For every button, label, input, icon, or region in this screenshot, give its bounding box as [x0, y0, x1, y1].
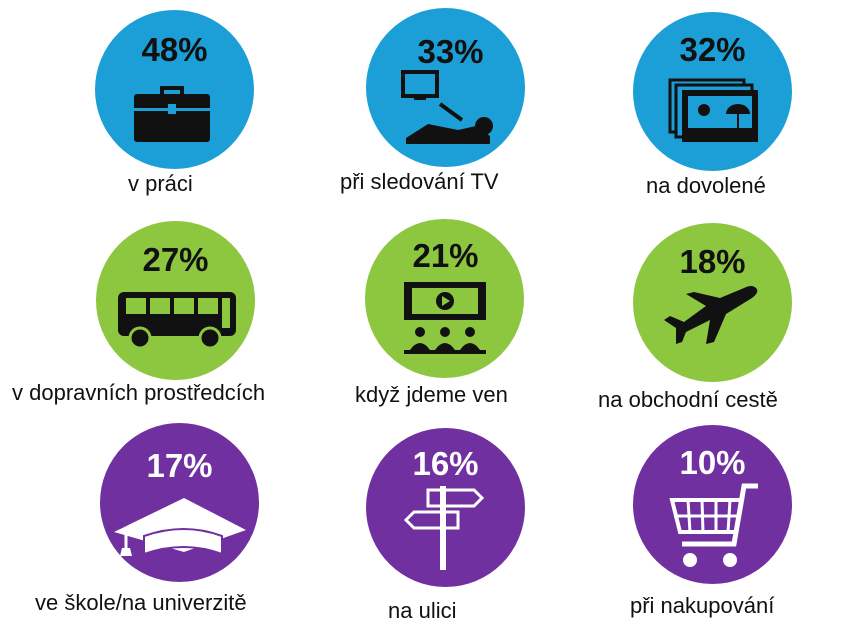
pct-tv: 33% — [417, 33, 484, 70]
label-transport: v dopravních prostředcích — [12, 380, 266, 405]
signpost-icon — [404, 486, 484, 570]
pct-vacation: 32% — [679, 31, 746, 68]
label-school: ve škole/na univerzitě — [35, 590, 247, 615]
pct-school: 17% — [146, 447, 213, 484]
bus-icon — [118, 292, 236, 350]
graduation-cap-icon — [114, 498, 246, 556]
label-business-trip: na obchodní cestě — [598, 387, 778, 412]
tv-watching-icon — [401, 70, 493, 144]
circle-shopping — [633, 425, 792, 584]
pct-business-trip: 18% — [679, 243, 746, 280]
airplane-icon — [664, 286, 758, 344]
pct-work: 48% — [141, 31, 208, 68]
pct-transport: 27% — [142, 241, 209, 278]
label-going-out: když jdeme ven — [355, 382, 508, 407]
shopping-cart-icon — [669, 483, 758, 567]
label-vacation: na dovolené — [646, 173, 766, 198]
pct-going-out: 21% — [412, 237, 479, 274]
pct-street: 16% — [412, 445, 479, 482]
briefcase-icon — [134, 86, 210, 142]
label-tv: při sledování TV — [340, 169, 499, 194]
cinema-icon — [404, 282, 486, 354]
label-shopping: při nakupování — [630, 593, 775, 618]
vacation-photos-icon — [668, 78, 758, 142]
label-work: v práci — [128, 171, 193, 196]
pct-shopping: 10% — [679, 444, 746, 481]
label-street: na ulici — [388, 598, 457, 623]
